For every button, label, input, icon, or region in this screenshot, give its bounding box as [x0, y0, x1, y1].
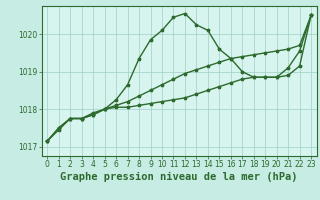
X-axis label: Graphe pression niveau de la mer (hPa): Graphe pression niveau de la mer (hPa) — [60, 172, 298, 182]
